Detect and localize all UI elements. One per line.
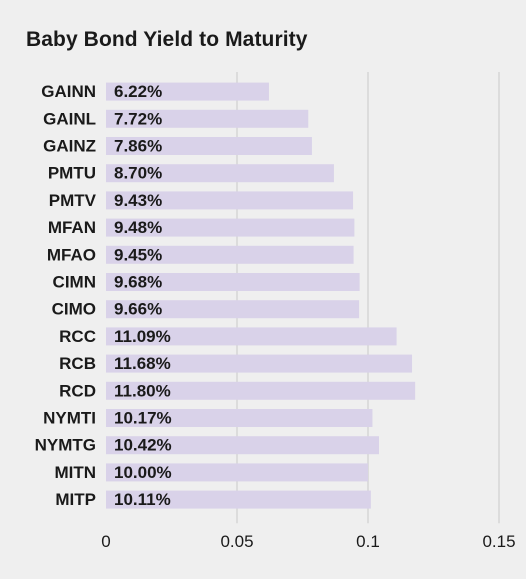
bar-rcb	[106, 354, 413, 373]
x-tick-label-0: 0	[101, 532, 110, 551]
bar-rcc	[106, 327, 397, 346]
category-label-cimo: CIMO	[52, 300, 96, 319]
category-label-nymti: NYMTI	[43, 409, 96, 428]
data-label-pmtv: 9.43%	[114, 191, 162, 210]
category-label-rcc: RCC	[59, 327, 96, 346]
x-tick-label-2: 0.1	[356, 532, 380, 551]
data-label-cimn: 9.68%	[114, 273, 162, 292]
data-label-mfao: 9.45%	[114, 245, 162, 264]
data-label-pmtu: 8.70%	[114, 164, 162, 183]
category-label-gainn: GAINN	[41, 82, 96, 101]
category-label-nymtg: NYMTG	[35, 436, 96, 455]
bar-cimn	[106, 273, 360, 291]
bar-nymtg	[106, 436, 380, 455]
data-label-rcd: 11.80%	[114, 381, 171, 400]
bar-pmtu	[106, 164, 334, 183]
data-label-gainz: 7.86%	[114, 137, 162, 156]
bar-nymti	[106, 409, 373, 427]
data-label-rcc: 11.09%	[114, 327, 171, 346]
data-label-nymti: 10.17%	[114, 409, 172, 428]
bar-rcd	[106, 381, 416, 400]
data-label-gainl: 7.72%	[114, 109, 162, 128]
category-label-mfao: MFAO	[47, 245, 96, 264]
data-label-mitn: 10.00%	[114, 463, 172, 482]
data-label-cimo: 9.66%	[114, 300, 162, 319]
bar-gainz	[106, 137, 312, 155]
category-label-mfan: MFAN	[48, 218, 96, 237]
category-label-gainl: GAINL	[43, 109, 96, 128]
category-label-gainz: GAINZ	[43, 137, 96, 156]
data-label-nymtg: 10.42%	[114, 436, 172, 455]
category-label-mitn: MITN	[54, 463, 96, 482]
category-label-pmtu: PMTU	[48, 164, 96, 183]
data-label-rcb: 11.68%	[114, 354, 171, 373]
x-tick-label-3: 0.15	[482, 532, 515, 551]
bar-gainn	[106, 82, 269, 101]
data-label-mfan: 9.48%	[114, 218, 162, 237]
bar-pmtv	[106, 191, 354, 210]
bar-mitp	[106, 490, 371, 509]
bar-gainl	[106, 109, 309, 128]
bar-cimo	[106, 300, 360, 319]
category-label-cimn: CIMN	[53, 273, 96, 292]
category-label-pmtv: PMTV	[49, 191, 97, 210]
bar-mfan	[106, 218, 355, 237]
data-label-mitp: 10.11%	[114, 490, 171, 509]
data-label-gainn: 6.22%	[114, 82, 162, 101]
category-label-rcb: RCB	[59, 354, 96, 373]
category-label-mitp: MITP	[55, 490, 96, 509]
bar-mitn	[106, 463, 368, 482]
chart-title: Baby Bond Yield to Maturity	[26, 28, 308, 51]
category-label-rcd: RCD	[59, 381, 96, 400]
x-tick-label-1: 0.05	[220, 532, 253, 551]
bar-mfao	[106, 245, 354, 264]
